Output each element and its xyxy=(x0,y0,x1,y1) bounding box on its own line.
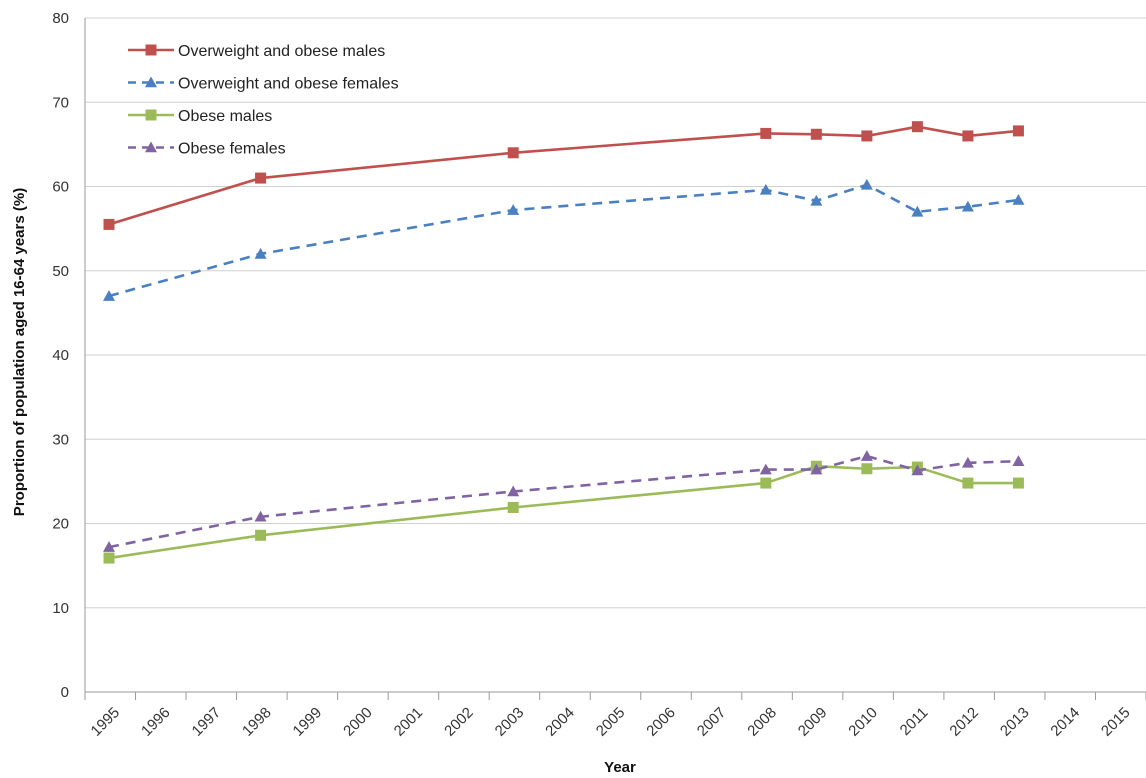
gridlines xyxy=(85,17,1146,609)
data-point xyxy=(255,172,267,184)
data-point xyxy=(962,477,974,489)
series-obese-females xyxy=(103,450,1025,552)
data-point xyxy=(103,218,115,230)
data-point xyxy=(507,485,520,497)
data-point xyxy=(255,529,267,541)
legend-item: Overweight and obese males xyxy=(128,43,385,60)
legend-label: Overweight and obese females xyxy=(178,76,399,93)
series-line xyxy=(108,464,1019,560)
data-point xyxy=(810,194,823,206)
x-tick-label: 2010 xyxy=(845,704,881,740)
data-point xyxy=(810,463,823,475)
data-point xyxy=(760,477,772,489)
y-tick-label: 50 xyxy=(52,263,69,280)
data-point xyxy=(810,128,822,140)
legend-swatch-marker xyxy=(145,141,157,153)
data-point xyxy=(507,147,519,159)
y-tick-label: 0 xyxy=(61,684,69,701)
data-point xyxy=(103,290,115,301)
data-point xyxy=(1012,455,1025,466)
x-tick-label: 2013 xyxy=(997,704,1033,740)
data-point xyxy=(860,178,873,190)
x-tick-label: 2011 xyxy=(897,704,932,739)
series-overweight-and-obese-males xyxy=(103,121,1024,230)
x-tick-label: 1999 xyxy=(290,704,326,740)
y-tick-label: 20 xyxy=(52,516,69,533)
x-tick-label: 2003 xyxy=(492,704,528,740)
series-layer xyxy=(103,121,1025,564)
x-tick-label: 2008 xyxy=(744,704,780,740)
x-tick-label: 2007 xyxy=(694,704,730,740)
x-tick-label: 2015 xyxy=(1098,704,1134,740)
data-point xyxy=(759,463,772,475)
data-point xyxy=(961,456,974,468)
data-point xyxy=(254,510,267,522)
data-point xyxy=(759,183,772,195)
x-tick-label: 1997 xyxy=(189,704,225,740)
data-point xyxy=(911,205,924,217)
x-tick-label: 2000 xyxy=(340,704,376,740)
legend-label: Obese males xyxy=(178,108,272,125)
y-tick-label: 60 xyxy=(52,179,69,196)
x-tick-label: 2006 xyxy=(643,704,679,740)
data-point xyxy=(760,127,772,139)
x-tick-label: 2002 xyxy=(441,704,477,740)
y-tick-label: 80 xyxy=(52,10,69,27)
y-tick-labels: 0 10 20 30 40 50 60 70 80 xyxy=(52,10,69,701)
y-tick-label: 10 xyxy=(52,600,69,617)
x-tick-label: 2009 xyxy=(795,704,831,740)
legend-swatch-marker xyxy=(145,76,157,88)
x-axis-title: Year xyxy=(604,759,636,776)
data-point xyxy=(911,121,923,133)
data-point xyxy=(507,501,519,513)
x-tick-labels: 1995 1996 1997 1998 1999 2000 2001 2002 2003 2004… xyxy=(88,704,1134,740)
x-tick-label: 2004 xyxy=(542,704,578,740)
data-point xyxy=(1012,477,1024,489)
x-tick-label: 2014 xyxy=(1047,704,1083,740)
data-point xyxy=(961,200,974,212)
data-point xyxy=(911,464,924,476)
data-point xyxy=(103,552,115,564)
x-tick-label: 1995 xyxy=(88,704,124,740)
data-point xyxy=(507,204,520,215)
data-point xyxy=(1012,193,1025,205)
legend-label: Overweight and obese males xyxy=(178,43,385,60)
data-point xyxy=(860,450,873,461)
legend: Overweight and obese males Overweight and… xyxy=(128,43,399,158)
x-tick-label: 2012 xyxy=(946,704,982,740)
data-point xyxy=(861,130,873,142)
series-overweight-and-obese-females xyxy=(103,178,1025,301)
data-point xyxy=(962,130,974,142)
data-point xyxy=(254,247,267,259)
legend-label: Obese females xyxy=(178,141,286,158)
legend-item: Obese females xyxy=(128,141,286,158)
series-line xyxy=(108,454,1019,549)
y-tick-label: 70 xyxy=(52,94,69,111)
legend-swatch-marker xyxy=(145,44,157,56)
series-obese-males xyxy=(103,460,1024,564)
y-tick-label: 40 xyxy=(52,347,69,364)
x-tick-label: 2005 xyxy=(593,704,629,740)
x-tick-label: 2001 xyxy=(391,704,427,740)
y-tick-label: 30 xyxy=(52,431,69,448)
legend-item: Obese males xyxy=(128,108,272,125)
legend-swatch-marker xyxy=(145,109,157,121)
data-point xyxy=(861,463,873,475)
data-point xyxy=(103,541,115,552)
axes xyxy=(84,18,1146,700)
x-tick-label: 1998 xyxy=(239,704,275,740)
series-line xyxy=(108,183,1019,298)
data-point xyxy=(1012,125,1024,137)
legend-item: Overweight and obese females xyxy=(128,76,399,93)
y-axis-title: Proportion of population aged 16-64 year… xyxy=(11,188,28,516)
x-tick-label: 1996 xyxy=(138,704,174,740)
